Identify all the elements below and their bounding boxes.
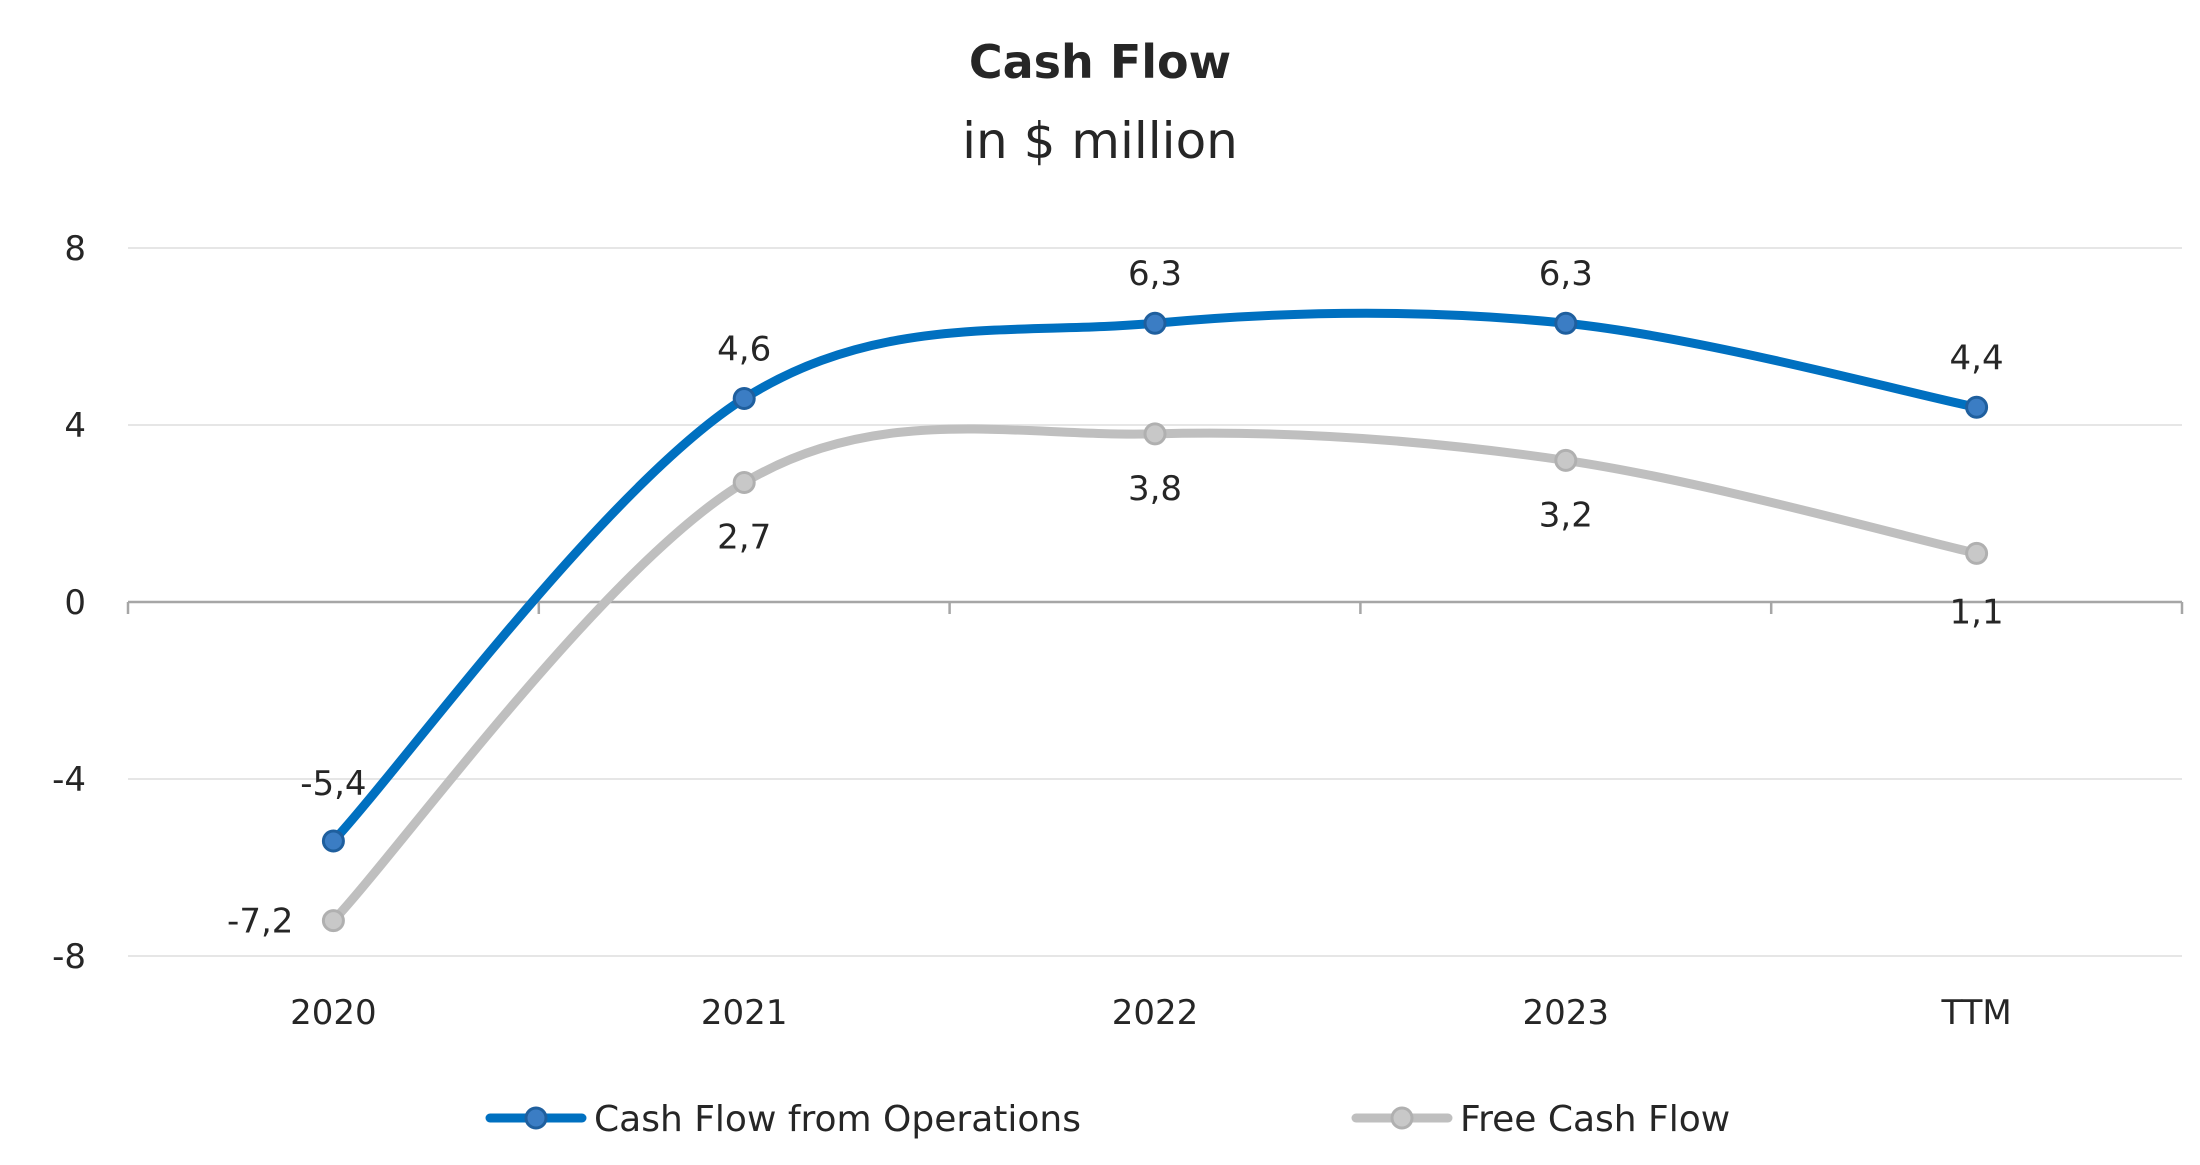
data-point: [1554, 448, 1578, 472]
x-tick-label: TTM: [1940, 993, 2011, 1033]
legend-label: Free Cash Flow: [1460, 1099, 1730, 1140]
x-tick-label: 2022: [1112, 993, 1199, 1033]
data-point: [1143, 422, 1167, 446]
chart-subtitle: in $ million: [962, 112, 1238, 170]
data-point: [732, 386, 756, 410]
y-tick-label: 4: [64, 406, 86, 446]
x-axis: 2020 2021 2022 2023 TTM: [126, 600, 2184, 1033]
chart-title: Cash Flow: [969, 35, 1231, 89]
data-point: [732, 471, 756, 495]
data-label: -7,2: [227, 902, 293, 942]
data-label: 2,7: [717, 518, 771, 558]
legend-label: Cash Flow from Operations: [594, 1099, 1081, 1140]
y-tick-label: 0: [64, 583, 86, 623]
series-line-1: [328, 424, 1982, 926]
y-tick-label: -8: [52, 937, 86, 977]
legend-dot-marker: [1390, 1106, 1414, 1130]
data-labels: -5,4 4,6 6,3 6,3 4,4 -7,2 2,7 3,8 3,2 1,1: [227, 254, 2004, 941]
data-point: [321, 909, 345, 933]
data-label: 3,8: [1128, 469, 1182, 509]
data-label: 4,6: [717, 329, 771, 369]
y-tick-label: 8: [64, 229, 86, 269]
x-tick-label: 2020: [290, 993, 377, 1033]
data-point: [1965, 541, 1989, 565]
y-axis: 8 4 0 -4 -8: [52, 229, 86, 977]
data-point: [1554, 311, 1578, 335]
data-label: 6,3: [1128, 254, 1182, 294]
x-tick-label: 2021: [701, 993, 788, 1033]
data-point: [1143, 311, 1167, 335]
data-label: 6,3: [1539, 254, 1593, 294]
y-tick-label: -4: [52, 760, 86, 800]
data-point: [1965, 395, 1989, 419]
data-label: 3,2: [1539, 495, 1593, 535]
gridlines: [128, 247, 2182, 957]
series-line-0: [328, 308, 1982, 846]
data-point: [321, 829, 345, 853]
data-label: -5,4: [300, 764, 366, 804]
series-lines: [321, 308, 1989, 933]
legend: Cash Flow from Operations Free Cash Flow: [485, 1099, 1730, 1140]
legend-dot-marker: [524, 1106, 548, 1130]
data-label: 4,4: [1950, 338, 2004, 378]
data-label: 1,1: [1950, 592, 2004, 632]
x-tick-label: 2023: [1523, 993, 1610, 1033]
